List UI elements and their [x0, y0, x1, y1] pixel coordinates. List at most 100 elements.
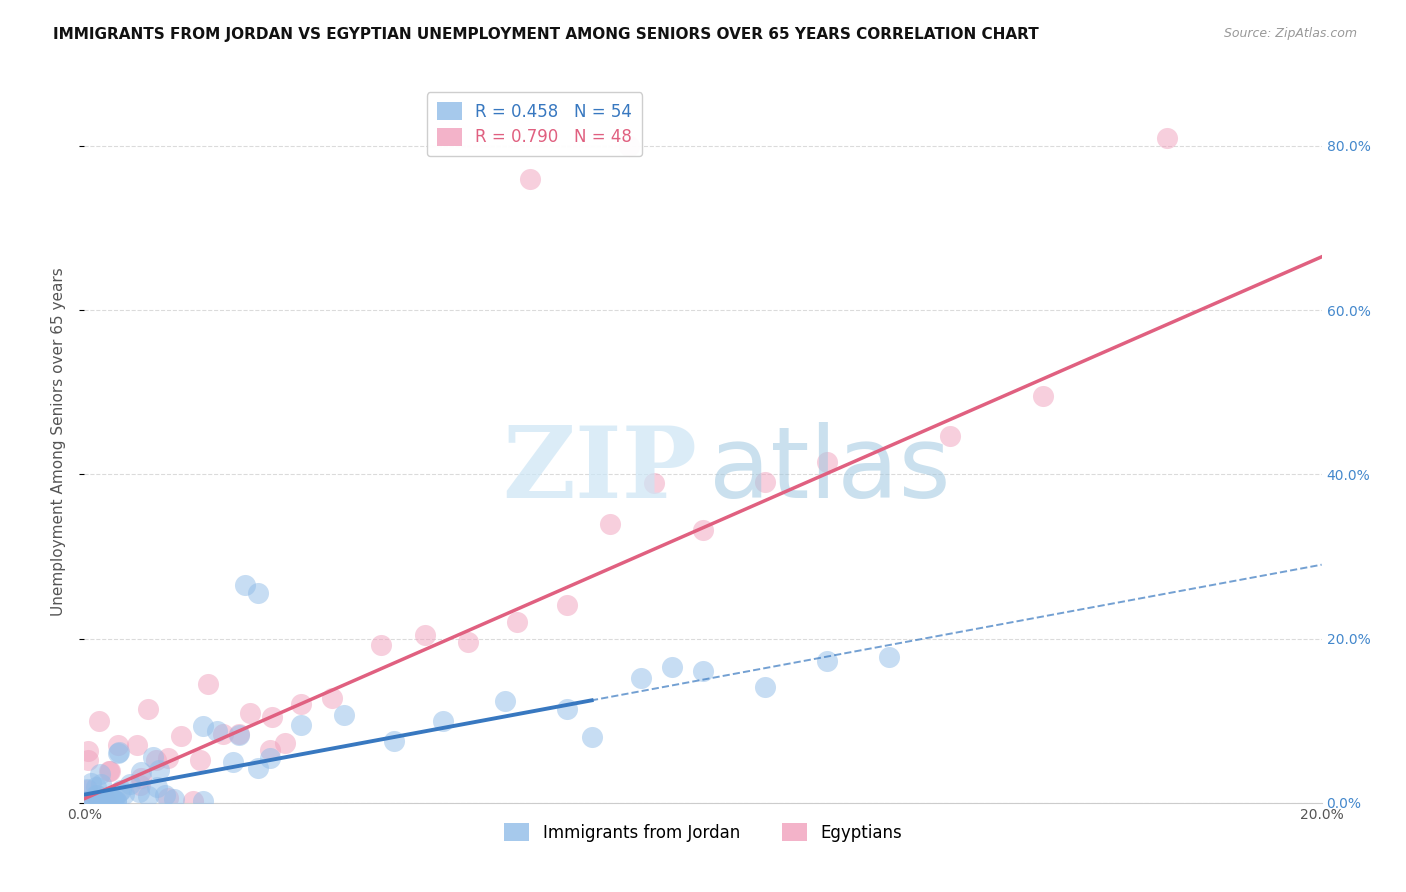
Point [77, 794, 100, 808]
Point [128, 785, 150, 799]
Point [382, 734, 405, 748]
Point [212, 727, 235, 741]
Point [877, 650, 900, 665]
Point [98, 764, 121, 779]
Point [692, 664, 714, 678]
Point [90, 794, 112, 808]
Point [145, 753, 167, 767]
Point [128, 778, 150, 792]
Point [93, 792, 115, 806]
Point [107, 785, 129, 799]
Point [136, 702, 159, 716]
Point [103, 793, 125, 807]
Point [153, 788, 176, 802]
Point [754, 680, 776, 694]
Legend: Immigrants from Jordan, Egyptians: Immigrants from Jordan, Egyptians [498, 817, 908, 848]
Point [692, 523, 714, 537]
Point [131, 772, 153, 786]
Point [104, 794, 127, 808]
Text: atlas: atlas [709, 422, 950, 519]
Point [157, 751, 180, 765]
Point [617, 139, 640, 153]
Point [97, 794, 120, 808]
Point [333, 708, 356, 723]
Point [457, 634, 479, 648]
Point [191, 794, 214, 808]
Point [321, 690, 343, 705]
Point [193, 719, 215, 733]
Point [96, 791, 118, 805]
Point [228, 728, 250, 742]
Point [432, 714, 454, 728]
Text: IMMIGRANTS FROM JORDAN VS EGYPTIAN UNEMPLOYMENT AMONG SENIORS OVER 65 YEARS CORR: IMMIGRANTS FROM JORDAN VS EGYPTIAN UNEMP… [53, 27, 1039, 42]
Point [98, 764, 121, 778]
Point [163, 792, 186, 806]
Point [233, 578, 256, 592]
Point [76, 782, 98, 797]
Point [815, 455, 838, 469]
Point [84, 780, 107, 794]
Point [228, 726, 250, 740]
Point [90, 776, 112, 790]
Point [188, 753, 211, 767]
Point [630, 671, 652, 685]
Point [815, 654, 838, 668]
Point [142, 750, 165, 764]
Point [76, 783, 98, 797]
Point [246, 586, 269, 600]
Point [76, 794, 98, 808]
Point [939, 429, 962, 443]
Point [148, 763, 170, 777]
Point [125, 738, 148, 752]
Point [107, 747, 129, 761]
Point [643, 476, 665, 491]
Point [101, 794, 124, 808]
Point [262, 710, 284, 724]
Point [1032, 389, 1054, 403]
Point [197, 677, 219, 691]
Point [555, 702, 578, 716]
Point [370, 638, 392, 652]
Point [661, 660, 683, 674]
Point [107, 738, 129, 752]
Point [94, 794, 117, 808]
Text: ZIP: ZIP [502, 422, 697, 519]
Text: Source: ZipAtlas.com: Source: ZipAtlas.com [1223, 27, 1357, 40]
Point [118, 777, 141, 791]
Point [246, 761, 269, 775]
Point [76, 794, 98, 808]
Point [239, 706, 262, 720]
Point [290, 697, 312, 711]
Point [136, 789, 159, 804]
Point [112, 787, 135, 801]
Point [273, 736, 295, 750]
Point [581, 730, 603, 744]
Point [290, 718, 312, 732]
Point [76, 744, 98, 758]
Point [105, 794, 128, 808]
Point [259, 751, 281, 765]
Point [146, 780, 169, 795]
Point [97, 794, 120, 808]
Point [555, 598, 578, 612]
Point [86, 788, 108, 802]
Point [222, 755, 245, 769]
Point [754, 475, 776, 489]
Point [205, 723, 228, 738]
Point [259, 742, 281, 756]
Point [107, 745, 129, 759]
Point [1156, 130, 1178, 145]
Point [89, 714, 111, 729]
Point [76, 794, 98, 808]
Point [506, 615, 529, 629]
Point [84, 788, 107, 802]
Point [519, 171, 541, 186]
Point [77, 753, 100, 767]
Y-axis label: Unemployment Among Seniors over 65 years: Unemployment Among Seniors over 65 years [51, 268, 66, 615]
Point [129, 765, 152, 780]
Point [156, 791, 179, 805]
Point [91, 794, 114, 808]
Point [89, 767, 111, 781]
Point [170, 730, 193, 744]
Point [77, 794, 100, 808]
